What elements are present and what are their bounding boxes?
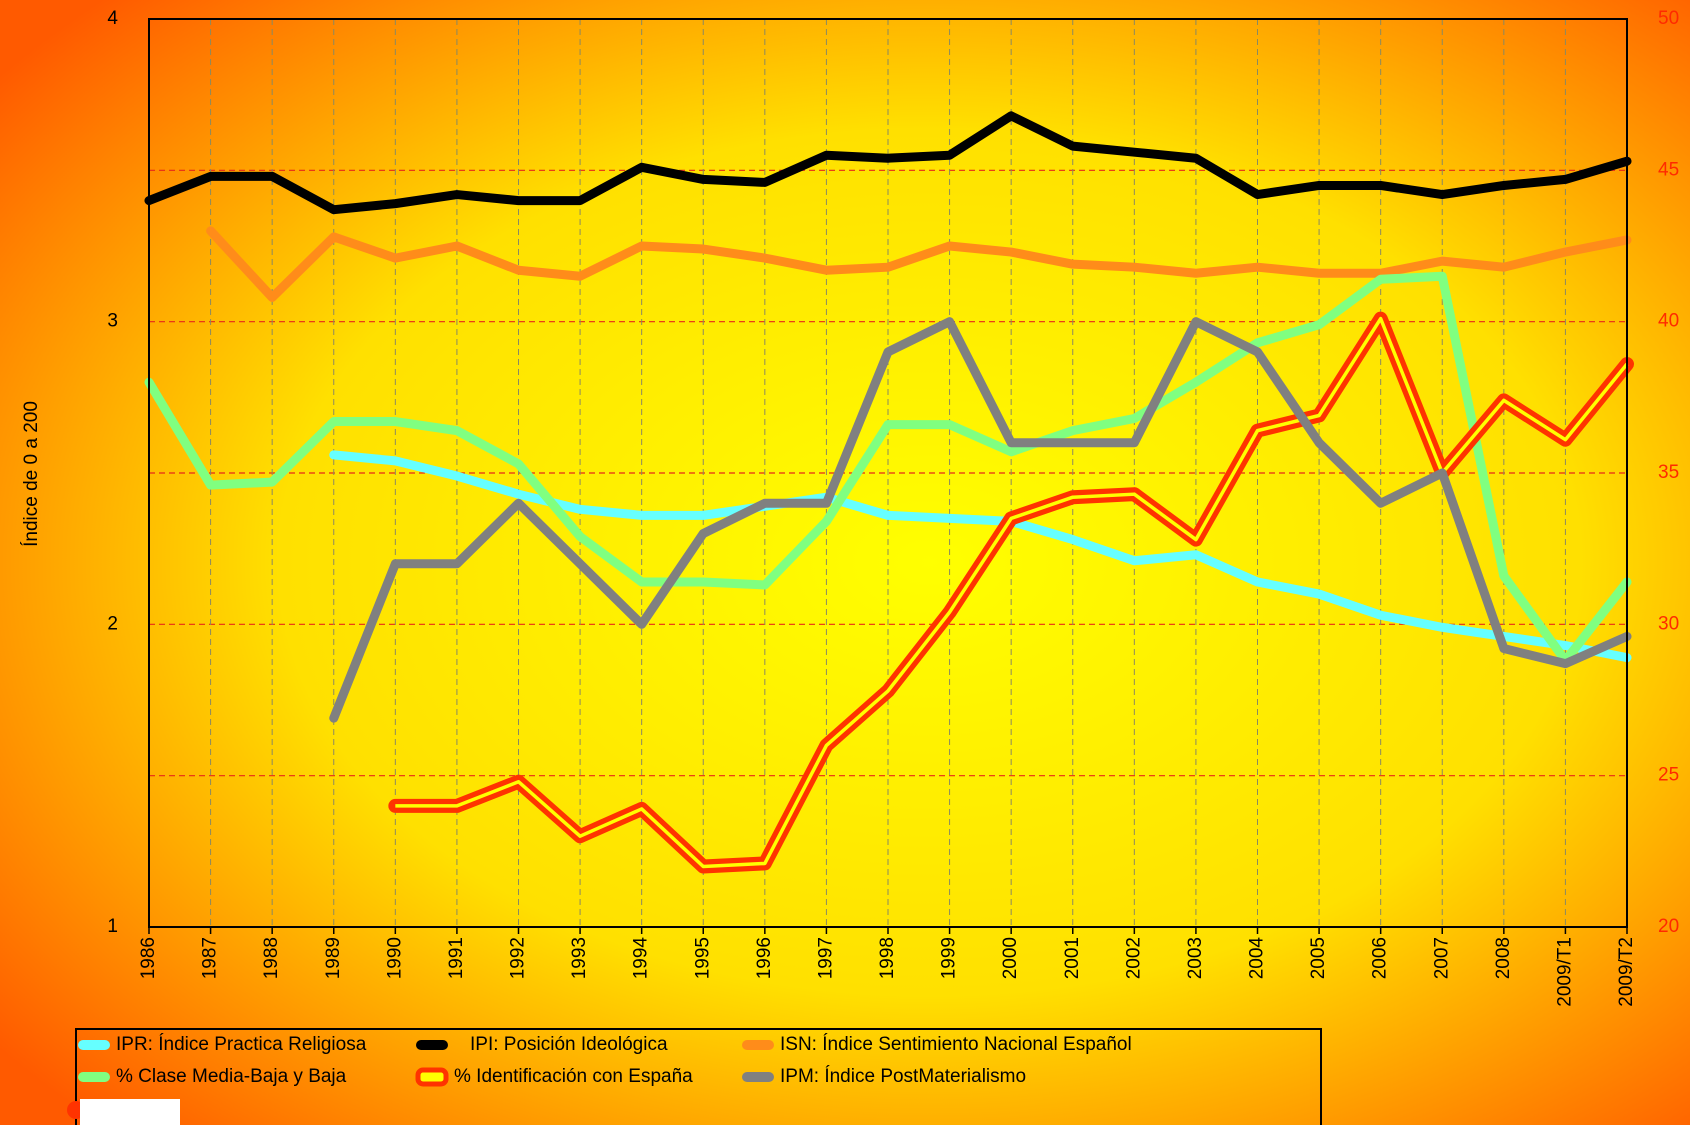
y-axis-label: Índice de 0 a 200	[21, 401, 42, 547]
x-tick-label: 1989	[323, 937, 344, 979]
x-tick-label: 1986	[138, 937, 159, 979]
y-tick-label: 3	[107, 311, 118, 332]
y2-tick-label: 40	[1658, 311, 1679, 332]
series-line	[206, 226, 1632, 302]
x-tick-label: 2001	[1062, 937, 1083, 979]
x-tick-label: 1998	[877, 937, 898, 979]
y2-tick-label: 20	[1658, 916, 1679, 937]
x-tick-label: 2002	[1123, 937, 1144, 979]
x-tick-label: 2009/T1	[1554, 937, 1575, 1007]
legend-swatch	[415, 1067, 449, 1087]
legend-label: % Clase Media-Baja y Baja	[116, 1066, 347, 1087]
x-tick-label: 2004	[1247, 937, 1268, 980]
x-tick-label: 1991	[446, 937, 467, 979]
legend-box	[75, 1028, 1322, 1125]
series-line	[144, 271, 1632, 666]
legend-label: % Identificación con España	[454, 1066, 693, 1087]
y2-tick-label: 25	[1658, 765, 1679, 786]
x-tick-label: 2003	[1185, 937, 1206, 979]
x-tick-label: 2005	[1308, 937, 1329, 979]
series-line	[329, 317, 1632, 723]
legend-label: IPI: Posición Ideológica	[470, 1034, 668, 1055]
y2-tick-label: 35	[1658, 462, 1679, 483]
y-tick-label: 4	[107, 8, 118, 29]
x-tick-label: 1999	[939, 937, 960, 979]
series-line	[144, 111, 1632, 215]
x-tick-label: 1997	[815, 937, 836, 979]
x-tick-label: 2007	[1431, 937, 1452, 979]
x-tick-label: 1992	[508, 937, 529, 979]
x-tick-label: 1993	[569, 937, 590, 979]
y2-tick-label: 45	[1658, 159, 1679, 180]
x-tick-label: 1987	[200, 937, 221, 979]
x-tick-label: 2009/T2	[1616, 937, 1637, 1007]
series-line-inner	[395, 316, 1629, 869]
x-tick-label: 1995	[692, 937, 713, 979]
x-tick-label: 1994	[631, 937, 652, 980]
legend-label: IPR: Índice Practica Religiosa	[116, 1034, 367, 1055]
x-tick-label: 1996	[754, 937, 775, 979]
y-tick-label: 1	[107, 916, 118, 937]
legend-label: ISN: Índice Sentimiento Nacional Español	[780, 1034, 1132, 1055]
y2-tick-label: 50	[1658, 8, 1679, 29]
legend-blank	[80, 1099, 180, 1125]
x-tick-label: 1990	[384, 937, 405, 979]
legend-label: IPM: Índice PostMaterialismo	[780, 1066, 1026, 1087]
x-tick-label: 1988	[261, 937, 282, 979]
x-tick-label: 2006	[1370, 937, 1391, 979]
y2-tick-label: 30	[1658, 613, 1679, 634]
y-tick-label: 2	[107, 613, 118, 634]
x-tick-label: 2000	[1000, 937, 1021, 979]
x-tick-label: 2008	[1493, 937, 1514, 979]
